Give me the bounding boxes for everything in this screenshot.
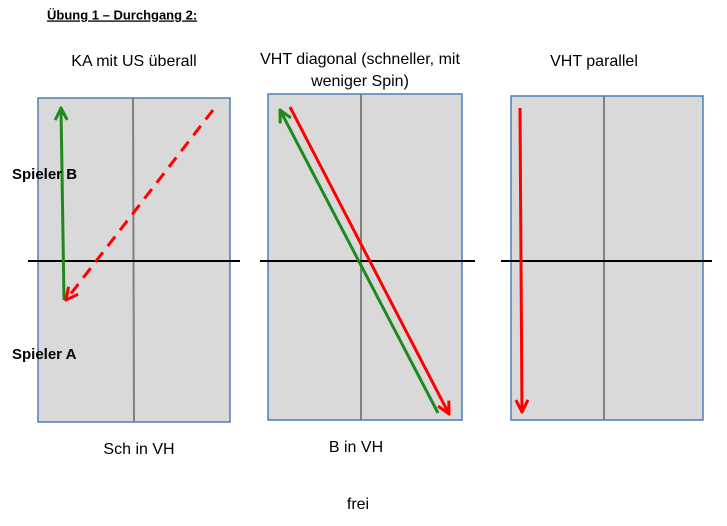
arrow [66,109,215,300]
panel-title: VHT parallel [550,53,638,70]
header-title: Übung 1 – Durchgang 2: [47,7,197,22]
panel-caption: B in VH [329,439,383,456]
arrow [61,108,64,301]
panel-title: VHT diagonal (schneller, mit [260,51,460,68]
player-label: Spieler B [12,166,77,183]
panel-caption: Sch in VH [103,441,174,458]
footer: frei [347,496,369,513]
player-label: Spieler A [12,346,77,363]
arrow [520,107,522,412]
arrow [280,110,440,414]
panel-title: weniger Spin) [310,73,409,90]
panel-title: KA mit US überall [71,53,196,70]
table [28,97,240,423]
arrow [288,106,449,414]
table [501,95,712,421]
